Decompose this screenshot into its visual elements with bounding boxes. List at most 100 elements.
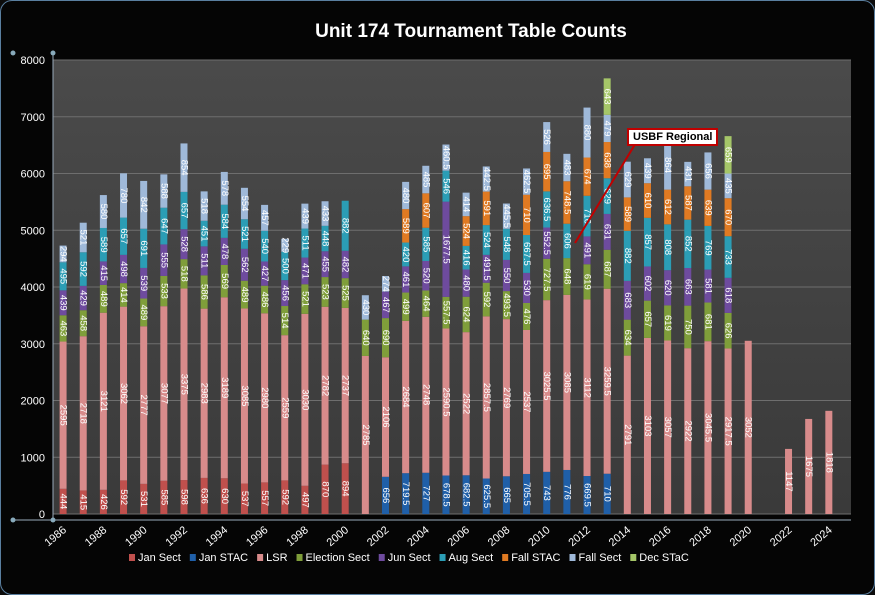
bar-segment	[422, 193, 430, 228]
legend-label: Fall STAC	[511, 552, 560, 564]
data-label: 2791	[622, 424, 633, 445]
data-label: 521	[239, 226, 250, 242]
data-label: 882	[340, 218, 351, 234]
bar-segment	[462, 245, 470, 270]
data-label: 518	[178, 266, 189, 282]
data-label: 540	[259, 238, 270, 254]
data-label: 894	[340, 481, 351, 497]
bar-segment	[361, 355, 369, 514]
data-label: 526	[541, 129, 552, 145]
bar-segment	[261, 285, 269, 314]
bar-segment	[402, 292, 410, 321]
bar-segment	[603, 142, 611, 179]
selection-handle[interactable]	[50, 517, 56, 523]
data-label: 3112	[582, 377, 593, 397]
data-label: 498	[118, 261, 129, 277]
data-label: 665	[501, 487, 512, 503]
bar-segment	[785, 448, 793, 514]
bar-segment	[543, 300, 551, 472]
bar-segment	[79, 490, 87, 514]
bar-segment	[220, 204, 228, 238]
bar-segment	[220, 264, 228, 298]
data-label: 524	[461, 223, 472, 239]
data-label: 592	[118, 489, 129, 505]
data-label: 467	[380, 297, 391, 313]
bar-segment	[603, 249, 611, 289]
bar-segment	[462, 216, 470, 246]
data-label: 591	[481, 200, 492, 216]
data-label: 647	[158, 218, 169, 234]
bar-segment	[382, 357, 389, 477]
data-label: 2983	[199, 383, 210, 404]
x-tick-label: 2022	[768, 524, 794, 549]
data-label: 3375	[178, 374, 189, 395]
data-label: 638	[602, 152, 613, 168]
data-label: 457	[259, 210, 270, 226]
bar-segment	[603, 288, 611, 474]
data-label: 682.5	[461, 483, 472, 507]
bar-segment	[583, 264, 591, 300]
bar-segment	[402, 473, 410, 514]
data-label: 552.5	[541, 231, 552, 255]
data-label: 626	[723, 323, 734, 339]
selection-handle[interactable]	[50, 50, 56, 56]
selection-handle[interactable]	[10, 50, 16, 56]
data-label: 606	[561, 233, 572, 249]
bar-segment	[79, 285, 87, 311]
data-label: 539	[138, 275, 149, 291]
data-label: 439	[58, 295, 69, 311]
bar-segment	[623, 197, 631, 231]
bar-segment	[59, 488, 67, 514]
data-label: 648	[561, 269, 572, 285]
data-label: 476	[521, 309, 532, 325]
data-label: 431	[682, 166, 693, 182]
legend-label: Dec STaC	[639, 552, 689, 564]
bar-segment	[301, 257, 309, 285]
data-label: 636	[199, 488, 210, 504]
bar-segment	[543, 191, 551, 228]
data-label: 3085	[561, 372, 572, 393]
data-label: 479	[602, 121, 613, 137]
bar-segment	[99, 312, 107, 490]
data-label: 619	[582, 274, 593, 290]
data-label: 426	[98, 494, 109, 510]
data-label: 493.5	[501, 293, 512, 317]
data-label: 716	[582, 208, 593, 224]
bar-segment	[543, 471, 551, 514]
data-label: 710	[521, 207, 532, 223]
data-label: 514	[279, 313, 290, 329]
data-label: 2106	[380, 406, 391, 427]
bar-segment	[543, 258, 551, 301]
data-label: 589	[400, 218, 411, 234]
bar-segment	[502, 203, 510, 229]
selection-handle[interactable]	[10, 517, 16, 523]
data-label: 500	[279, 258, 290, 274]
data-label: 2980	[259, 387, 270, 408]
data-label: 748.5	[561, 191, 572, 215]
data-label: 640	[360, 330, 371, 346]
data-label: 663	[682, 279, 693, 295]
bar-segment	[643, 266, 651, 301]
x-tick-label: 2016	[647, 524, 673, 549]
x-tick-label: 1990	[123, 524, 149, 549]
bar-segment	[583, 107, 591, 158]
data-label: 1147	[783, 471, 794, 491]
data-label: 485	[420, 172, 431, 188]
bar-segment	[563, 294, 571, 470]
bar-segment	[684, 161, 692, 187]
bar-segment	[563, 469, 571, 514]
bar-segment	[120, 173, 128, 218]
bar-segment	[200, 191, 208, 221]
data-label: 624	[461, 307, 472, 323]
bar-segment	[120, 306, 128, 481]
bar-segment	[160, 244, 168, 276]
legend-label: Jan Sect	[138, 552, 181, 564]
data-label: 659	[723, 147, 734, 163]
data-label: 480	[400, 188, 411, 204]
y-tick-label: 0	[39, 509, 45, 521]
data-label: 3077	[158, 383, 169, 404]
data-label: 554	[239, 196, 250, 212]
legend-label: Aug Sect	[449, 552, 494, 564]
bar-segment	[583, 236, 591, 265]
